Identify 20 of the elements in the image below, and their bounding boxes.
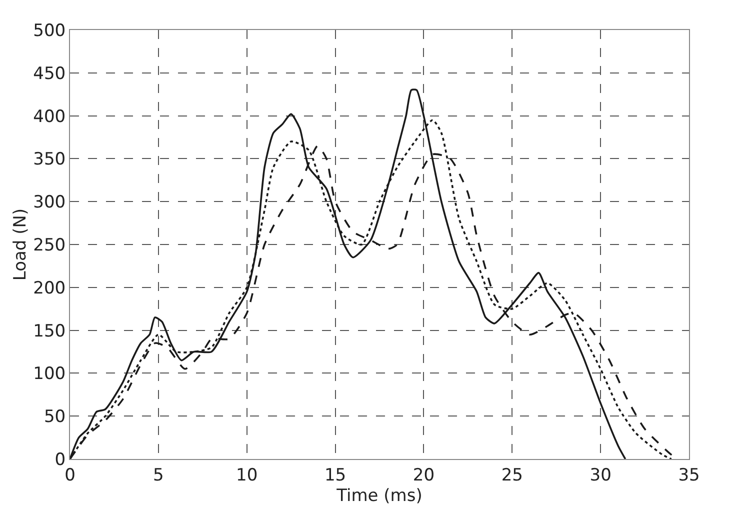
y-tick-label: 200 [33, 278, 66, 298]
y-tick-label: 300 [33, 192, 66, 213]
x-tick-label: 15 [324, 465, 346, 486]
y-tick-label: 100 [33, 364, 66, 384]
y-tick-label: 450 [33, 64, 66, 84]
y-tick-label: 0 [54, 450, 66, 470]
y-tick-label: 400 [33, 106, 66, 127]
y-tick-label: 250 [33, 235, 66, 256]
x-tick-label: 10 [236, 465, 258, 486]
x-tick-label: 25 [501, 465, 523, 486]
x-tick-label: 5 [153, 465, 164, 486]
x-axis-title: Time (ms) [336, 486, 422, 506]
y-tick-label: 150 [33, 321, 66, 342]
x-tick-label: 20 [412, 465, 435, 486]
y-axis-title: Load (N) [10, 208, 31, 281]
y-tick-label: 50 [44, 407, 66, 428]
x-tick-label: 30 [590, 465, 612, 486]
y-tick-label: 350 [33, 150, 66, 170]
y-tick-label: 500 [33, 20, 66, 41]
x-tick-label: 35 [678, 465, 700, 486]
